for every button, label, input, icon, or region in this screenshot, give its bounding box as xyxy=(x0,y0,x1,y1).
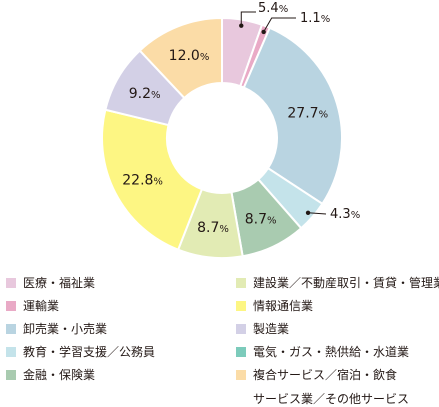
legend-label: 情報通信業 xyxy=(253,299,314,313)
legend-label: 教育・学習支援／公務員 xyxy=(23,345,156,359)
legend-label: 運輸業 xyxy=(23,299,60,313)
slice-3 xyxy=(242,26,343,206)
legend-swatch xyxy=(6,370,16,380)
legend-swatch xyxy=(6,347,16,357)
legend-swatch xyxy=(236,370,246,380)
data-label-8: 9.2% xyxy=(129,86,161,102)
leader-line-2 xyxy=(263,17,296,33)
donut-chart: 5.4% 1.1% 27.7% 4.3% 8.7% 8.7% 22.8% 9.2% 12.0% xyxy=(101,1,360,259)
slice-7 xyxy=(101,108,204,251)
data-label-6: 8.7% xyxy=(197,220,229,236)
legend-label: 複合サービス／宿泊・飲食 xyxy=(253,368,398,382)
leader-line-4 xyxy=(308,212,327,215)
legend-swatch xyxy=(6,324,16,334)
leader-line-1 xyxy=(240,11,256,26)
legend-label: 医療・福祉業 xyxy=(23,276,96,290)
legend-swatch xyxy=(236,324,246,334)
data-label-1: 5.4% xyxy=(258,1,288,16)
data-label-3: 27.7% xyxy=(287,105,328,121)
legend-swatch xyxy=(236,301,246,311)
legend-swatch xyxy=(6,301,16,311)
data-label-5: 8.7% xyxy=(245,212,277,228)
data-label-4: 4.3% xyxy=(330,207,360,222)
legend-swatch xyxy=(6,278,16,288)
legend-label: 金融・保険業 xyxy=(23,368,96,382)
legend-label: 建設業／不動産取引・賃貸・管理業 xyxy=(253,276,439,290)
legend-swatch xyxy=(236,278,246,288)
legend-label: 卸売業・小売業 xyxy=(23,322,108,336)
legend-label-line2: サービス業／その他サービス xyxy=(253,392,410,406)
legend-label: 製造業 xyxy=(253,322,290,336)
legend-swatch xyxy=(236,347,246,357)
legend-label: 電気・ガス・熱供給・水道業 xyxy=(253,345,410,359)
data-label-2: 1.1% xyxy=(300,11,330,26)
slice-9 xyxy=(138,16,223,100)
data-label-9: 12.0% xyxy=(169,48,210,64)
data-label-7: 22.8% xyxy=(122,172,163,188)
